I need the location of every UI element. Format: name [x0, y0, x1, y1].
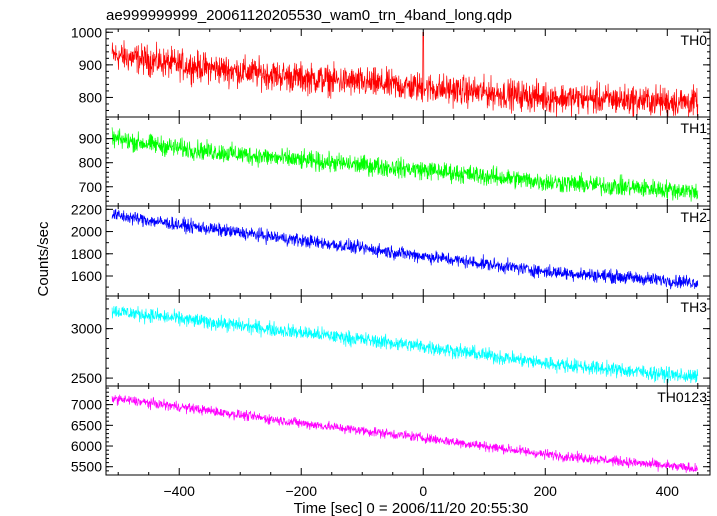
y-tick-label: 1000 — [71, 24, 102, 40]
y-tick-label: 2000 — [71, 224, 102, 240]
y-tick-label: 900 — [79, 57, 103, 73]
panel-label: TH2 — [681, 209, 708, 225]
chart-title: ae999999999_20061120205530_wam0_trn_4ban… — [106, 7, 512, 24]
panel-label: TH0123 — [657, 389, 707, 405]
panel-label: TH0 — [681, 32, 708, 48]
y-tick-label: 1800 — [71, 246, 102, 262]
y-tick-label: 6500 — [71, 417, 102, 433]
y-tick-label: 800 — [79, 155, 103, 171]
panel-label: TH1 — [681, 120, 708, 136]
panel-th2: TH2 1600 1800 2000 2200 — [71, 201, 711, 297]
panel-label: TH3 — [681, 299, 708, 315]
x-tick-label: 0 — [419, 483, 427, 499]
y-tick-label: 3000 — [71, 321, 102, 337]
panel-th1: TH1 700 800 900 — [79, 116, 711, 207]
panel-th0123: TH0123 5500 6000 6500 7000 — [71, 385, 711, 476]
series-line-th2 — [111, 208, 699, 290]
series-line-th0 — [111, 31, 699, 117]
panel-frame — [105, 385, 711, 476]
x-axis-label: Time [sec] 0 = 2006/11/20 20:55:30 — [294, 500, 529, 516]
x-tick-label: 200 — [534, 483, 558, 499]
x-tick-label: 400 — [656, 483, 680, 499]
y-tick-label: 5500 — [71, 459, 102, 475]
y-tick-label: 6000 — [71, 438, 102, 454]
series-line-th1 — [111, 127, 699, 202]
y-tick-label: 2500 — [71, 370, 102, 386]
series-line-th3 — [111, 305, 699, 384]
y-tick-label: 7000 — [71, 397, 102, 413]
panel-frame — [105, 295, 711, 387]
y-tick-label: 700 — [79, 179, 103, 195]
y-tick-label: 800 — [79, 89, 103, 105]
y-tick-label: 1600 — [71, 268, 102, 284]
y-axis-label: Counts/sec — [35, 221, 52, 297]
series-line-th0123 — [111, 394, 698, 473]
x-tick-label: −200 — [285, 483, 317, 499]
panel-th3: TH3 2500 3000 — [71, 295, 711, 387]
panel-th0: TH0 800 900 1000 — [71, 24, 711, 118]
y-tick-label: 2200 — [71, 201, 102, 217]
x-tick-label: −400 — [163, 483, 195, 499]
panels-group: TH08009001000TH1700800900TH2160018002000… — [71, 24, 711, 499]
y-tick-label: 900 — [79, 131, 103, 147]
